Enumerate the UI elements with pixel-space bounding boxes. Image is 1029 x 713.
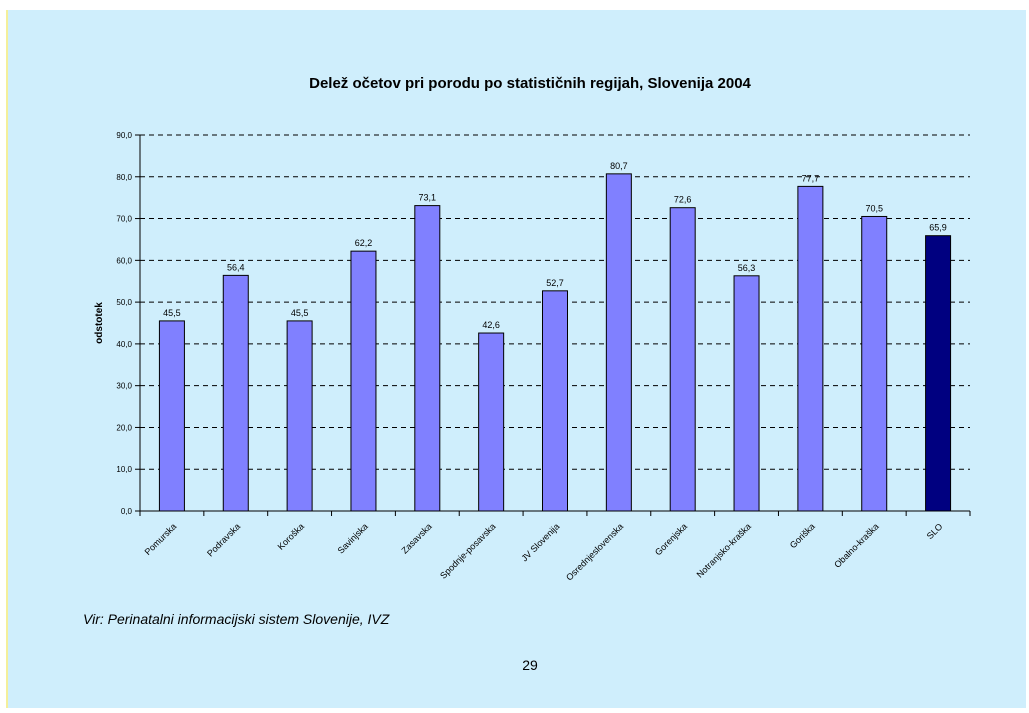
x-tick-label: Obalno-kraška	[832, 521, 880, 569]
y-tick-label: 20,0	[116, 423, 132, 432]
data-label: 65,9	[929, 223, 947, 233]
x-tick-label: JV Slovenija	[519, 521, 561, 563]
bar	[605, 173, 632, 512]
data-label: 80,7	[610, 161, 628, 171]
page-number: 29	[522, 657, 538, 673]
x-tick-label: Savinjska	[336, 521, 370, 555]
bar	[797, 185, 824, 512]
y-tick-label: 90,0	[116, 131, 132, 140]
data-label: 45,5	[291, 308, 309, 318]
x-tick-label: Spodnje-posavska	[438, 521, 497, 580]
x-tick-label: Pomurska	[143, 521, 179, 557]
data-label: 52,7	[546, 278, 564, 288]
x-tick-label: Koroška	[276, 521, 306, 551]
chart-title: Delež očetov pri porodu po statističnih …	[309, 75, 751, 92]
bar	[478, 332, 505, 512]
data-label: 56,4	[227, 262, 245, 272]
bar	[861, 215, 888, 512]
source-note: Vir: Perinatalni informacijski sistem Sl…	[83, 611, 390, 627]
y-tick-label: 0,0	[121, 507, 133, 516]
bar	[222, 274, 249, 512]
data-label: 62,2	[355, 238, 373, 248]
data-label: 72,6	[674, 195, 692, 205]
x-tick-label: SLO	[925, 521, 945, 541]
x-tick-label: Notranjsko-kraška	[695, 521, 753, 579]
bar	[414, 205, 441, 512]
data-label: 42,6	[482, 320, 500, 330]
x-tick-label: Gorenjska	[653, 521, 689, 557]
bar	[669, 207, 696, 512]
bar	[925, 235, 952, 512]
data-label: 45,5	[163, 308, 181, 318]
x-tick-label: Podravska	[205, 521, 242, 558]
y-tick-label: 10,0	[116, 465, 132, 474]
bar	[733, 275, 760, 512]
x-tick-label: Osrednjeslovenska	[564, 521, 625, 582]
y-tick-label: 70,0	[116, 215, 132, 224]
y-axis-label: odstotek	[94, 302, 105, 344]
y-tick-label: 80,0	[116, 173, 132, 182]
data-label: 56,3	[738, 263, 756, 273]
data-label: 77,7	[802, 173, 820, 183]
data-label: 70,5	[865, 203, 883, 213]
bar	[350, 250, 377, 512]
data-label: 73,1	[419, 193, 437, 203]
bar	[158, 320, 185, 512]
y-tick-label: 40,0	[116, 340, 132, 349]
bar	[542, 290, 568, 512]
y-tick-label: 50,0	[116, 298, 132, 307]
y-tick-label: 60,0	[116, 256, 132, 265]
bar	[286, 320, 313, 512]
y-tick-label: 30,0	[116, 382, 132, 391]
x-tick-label: Goriška	[788, 521, 817, 550]
x-tick-label: Zasavska	[399, 521, 433, 555]
